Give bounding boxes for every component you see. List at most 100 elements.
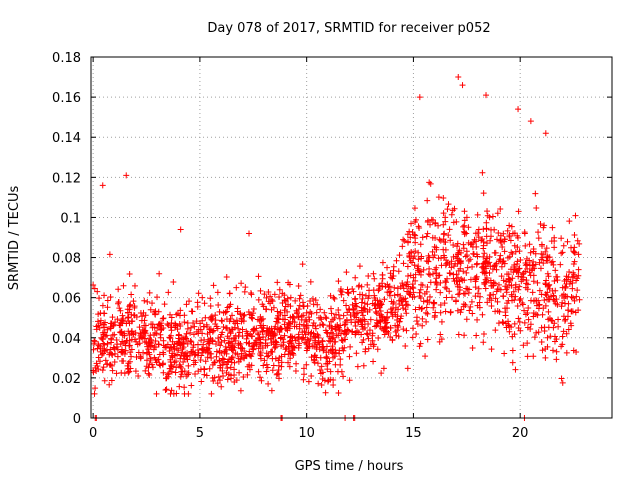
data-point [450,241,457,248]
data-point [235,325,242,332]
data-point [202,358,209,365]
data-point [470,239,477,246]
data-point [136,324,143,331]
data-point [391,284,398,291]
data-point [349,285,356,292]
data-point [287,334,294,341]
data-point [412,306,419,313]
data-point [303,361,310,368]
data-point [484,208,491,215]
data-point [226,303,233,310]
data-point [463,316,470,323]
data-point [167,390,174,397]
data-point [488,346,495,353]
data-point [160,349,167,356]
data-point [280,339,287,346]
data-point [317,354,324,361]
data-point [322,314,329,321]
data-point [319,376,326,383]
data-point [454,281,461,288]
data-point [426,265,433,272]
data-point [423,233,430,240]
data-point [249,315,256,322]
data-point [395,268,402,275]
data-point [281,321,288,328]
data-point [560,328,567,335]
data-point [561,278,568,285]
data-point [271,291,278,298]
data-point [356,263,363,270]
data-point [221,349,228,356]
data-point [527,326,534,333]
data-point [120,358,127,365]
data-point [277,310,284,317]
data-point [551,298,558,305]
data-point [149,364,156,371]
data-point [352,322,359,329]
data-point [566,218,573,225]
data-point [558,250,565,257]
data-point [190,320,197,327]
data-point [558,375,565,382]
data-point [536,259,543,266]
data-point [443,279,450,286]
data-point [333,349,339,356]
data-point [548,238,555,245]
data-point [95,342,102,349]
data-point [492,327,499,334]
data-point [404,302,411,309]
data-point [339,337,346,344]
data-point [231,379,238,385]
data-point [232,350,239,357]
data-point [511,320,518,327]
data-point [195,330,202,337]
data-point [379,275,386,282]
data-point [372,323,379,330]
data-point [396,318,403,325]
data-point [177,226,184,233]
data-point [95,354,102,361]
data-point [417,340,424,347]
data-point [559,284,566,291]
data-point [352,274,359,281]
data-point [461,217,468,224]
data-point [533,302,540,309]
data-point [213,353,220,360]
data-point [323,354,330,361]
data-point [531,334,538,341]
data-point [331,295,338,302]
data-point [576,240,583,247]
data-point [453,297,460,304]
data-point [463,214,470,221]
data-point [90,340,97,347]
data-point [437,289,444,296]
data-point [330,381,337,388]
data-point [248,291,255,298]
data-point [295,344,302,351]
data-point [559,333,566,340]
data-point [99,335,106,342]
data-point [370,341,377,348]
data-point [291,315,298,322]
data-point [545,296,552,303]
data-point [250,305,257,312]
data-point [218,383,225,390]
data-point [419,322,426,329]
data-point [404,263,411,270]
data-point [151,308,158,315]
data-point [525,316,532,323]
data-point [233,284,240,291]
data-point [157,331,164,338]
data-point [147,336,154,343]
data-point [475,226,482,233]
data-point [473,243,480,250]
data-point [542,345,549,352]
data-point [374,319,381,326]
data-point [493,236,500,243]
data-point [274,279,281,286]
data-point [413,314,420,321]
data-point [392,322,399,329]
data-point [393,257,400,264]
data-point [440,210,447,217]
data-point [463,248,470,255]
